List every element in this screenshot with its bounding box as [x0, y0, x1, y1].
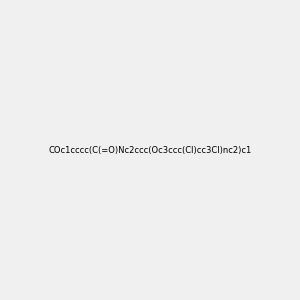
- Text: COc1cccc(C(=O)Nc2ccc(Oc3ccc(Cl)cc3Cl)nc2)c1: COc1cccc(C(=O)Nc2ccc(Oc3ccc(Cl)cc3Cl)nc2…: [48, 146, 252, 154]
